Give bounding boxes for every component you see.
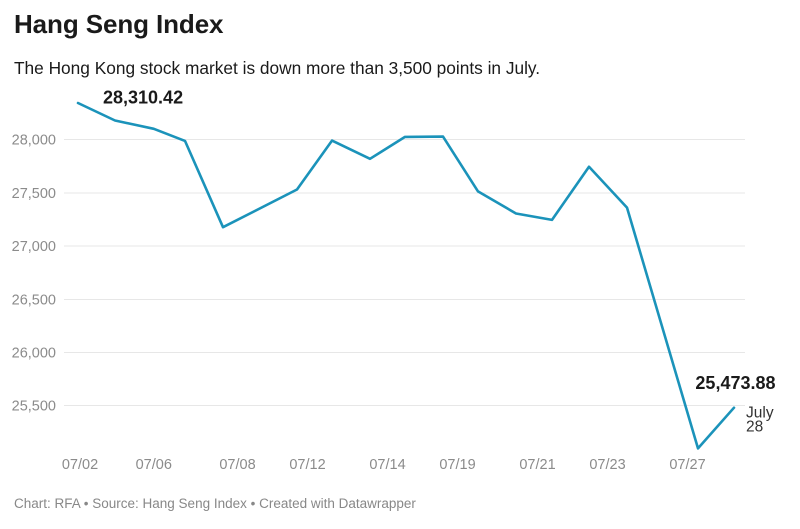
svg-text:07/19: 07/19 xyxy=(439,457,475,473)
svg-text:28: 28 xyxy=(746,419,763,436)
svg-text:25,500: 25,500 xyxy=(12,399,56,415)
svg-text:28,000: 28,000 xyxy=(12,133,56,149)
svg-text:07/23: 07/23 xyxy=(589,457,625,473)
svg-text:07/08: 07/08 xyxy=(219,457,255,473)
svg-text:28,310.42: 28,310.42 xyxy=(103,88,183,108)
svg-text:26,500: 26,500 xyxy=(12,293,56,309)
svg-text:07/02: 07/02 xyxy=(62,457,98,473)
svg-text:25,473.88: 25,473.88 xyxy=(695,373,775,393)
svg-text:27,500: 27,500 xyxy=(12,186,56,202)
svg-text:07/21: 07/21 xyxy=(519,457,555,473)
svg-text:07/14: 07/14 xyxy=(369,457,405,473)
svg-text:07/27: 07/27 xyxy=(669,457,705,473)
svg-text:07/12: 07/12 xyxy=(289,457,325,473)
svg-text:26,000: 26,000 xyxy=(12,346,56,362)
svg-text:07/06: 07/06 xyxy=(136,457,172,473)
svg-text:27,000: 27,000 xyxy=(12,239,56,255)
